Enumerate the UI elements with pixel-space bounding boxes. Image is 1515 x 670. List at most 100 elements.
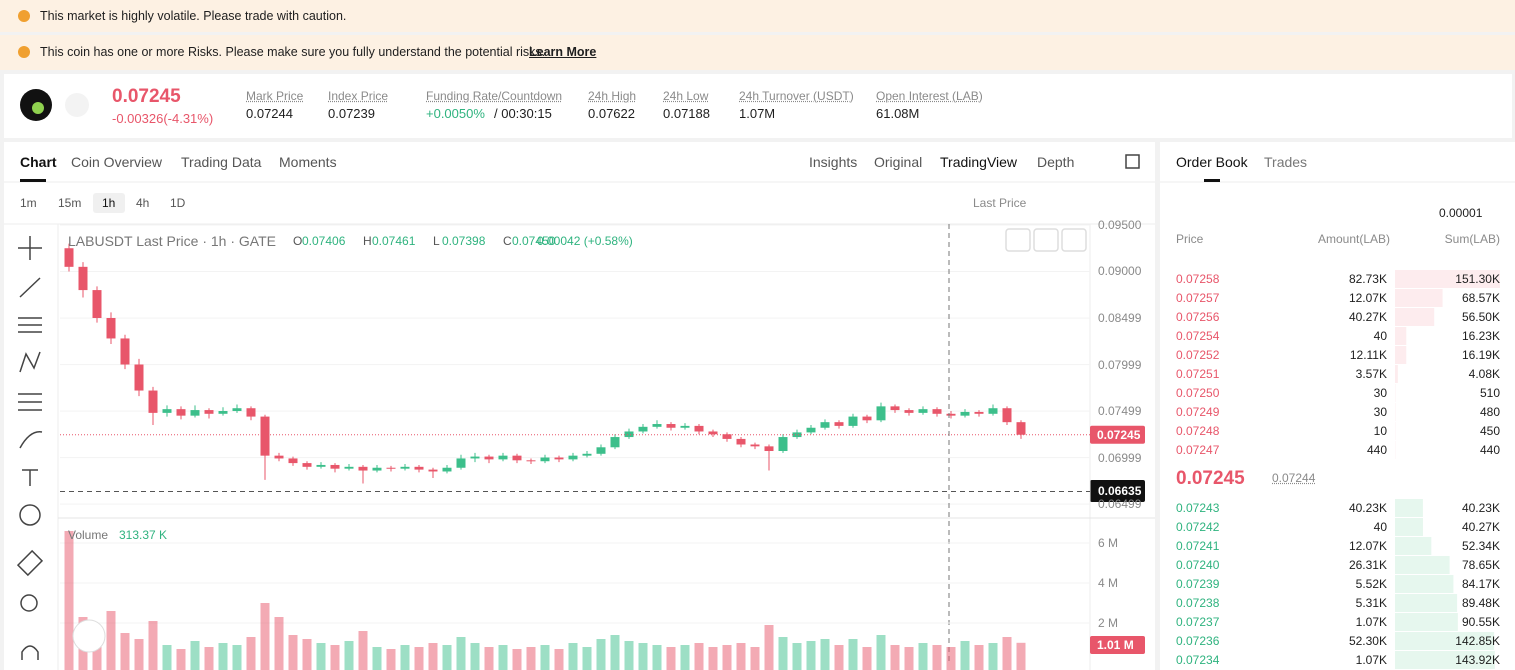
candle-body xyxy=(596,447,606,454)
candle-body xyxy=(498,455,508,460)
candle-body xyxy=(806,427,816,433)
text: 16.19K xyxy=(1461,348,1500,362)
text[interactable]: Trades xyxy=(1264,154,1308,170)
tool-pattern[interactable] xyxy=(19,351,41,373)
tool-zoom[interactable] xyxy=(20,594,38,612)
text: / 00:30:15 xyxy=(494,106,552,121)
volume-bar xyxy=(386,649,396,670)
tool-text[interactable] xyxy=(22,469,38,486)
depth-bar xyxy=(1395,651,1495,669)
tool-ruler[interactable] xyxy=(16,549,44,577)
text: 0.06635 xyxy=(1098,484,1142,499)
volume-bar xyxy=(918,643,928,670)
text: 24h Low xyxy=(663,89,709,103)
depth-bar xyxy=(1395,365,1398,383)
text: 56.50K xyxy=(1461,310,1500,324)
volume-bar xyxy=(344,641,354,670)
depth-bar xyxy=(1395,518,1423,536)
tool-brush[interactable] xyxy=(19,431,43,449)
volume-bar xyxy=(358,631,368,670)
text: 0.07245 xyxy=(1097,427,1141,442)
text[interactable]: Original xyxy=(874,154,923,170)
volume-bar xyxy=(988,643,998,670)
text: 0.07999 xyxy=(1098,357,1142,372)
volume-bar xyxy=(764,625,774,670)
candle-body xyxy=(736,438,746,445)
favorite[interactable] xyxy=(65,93,89,117)
volume-bar xyxy=(778,637,788,670)
volume-bar xyxy=(134,639,144,670)
text: 0.07244 xyxy=(1272,471,1316,485)
volume-bar xyxy=(862,647,872,670)
text: 24h High xyxy=(588,89,637,103)
text: 0.07243 xyxy=(1176,501,1220,515)
text: 440 xyxy=(1479,443,1500,457)
ticker-bar xyxy=(4,74,1512,138)
text[interactable]: Moments xyxy=(279,154,337,170)
text: 2 M xyxy=(1098,616,1119,630)
candle-body xyxy=(988,408,998,414)
candle-body xyxy=(106,317,116,339)
interval-highlight xyxy=(93,193,125,213)
text[interactable]: Trading Data xyxy=(181,154,262,170)
text: 0.07250 xyxy=(1176,386,1220,400)
text: 6 M xyxy=(1098,536,1119,550)
candle-body xyxy=(974,411,984,414)
text: Open Interest (LAB) xyxy=(876,89,983,103)
text[interactable]: Insights xyxy=(809,154,858,170)
depth-bar xyxy=(1395,308,1435,326)
volume-bar xyxy=(554,649,564,670)
text[interactable]: Order Book xyxy=(1176,154,1248,170)
chart-btn[interactable] xyxy=(1061,228,1087,252)
text[interactable]: Chart xyxy=(20,154,57,170)
chart-btn[interactable] xyxy=(1005,228,1031,252)
text: 0.07247 xyxy=(1176,443,1220,457)
candle-body xyxy=(456,458,466,468)
text[interactable]: Depth xyxy=(1037,154,1075,170)
text: 0.07238 xyxy=(1176,596,1220,610)
text[interactable]: 4h xyxy=(136,196,150,210)
text: 30 xyxy=(1373,386,1387,400)
text[interactable]: Coin Overview xyxy=(71,154,163,170)
text[interactable]: 15m xyxy=(58,196,82,210)
volume-bar xyxy=(876,635,886,670)
text[interactable]: 1m xyxy=(20,196,37,210)
text: 142.85K xyxy=(1455,634,1500,648)
candle-body xyxy=(932,409,942,414)
volume-bar xyxy=(330,645,340,670)
text: 12.07K xyxy=(1348,291,1387,305)
volume-bar xyxy=(624,641,634,670)
fullscreen-icon[interactable] xyxy=(1125,154,1140,169)
chart-panel xyxy=(4,142,1155,670)
text: Mark Price xyxy=(246,89,304,103)
volume-bar xyxy=(428,643,438,670)
tool-magnet[interactable] xyxy=(21,645,39,660)
text[interactable]: 1h xyxy=(102,196,116,210)
tab-underline xyxy=(20,179,46,182)
text: 0.07188 xyxy=(663,106,710,121)
text[interactable]: 0.00001 xyxy=(1439,206,1483,220)
tool-line[interactable] xyxy=(19,277,41,298)
tool-emoji[interactable] xyxy=(19,504,41,526)
candle-body xyxy=(778,437,788,452)
text: 1.07M xyxy=(739,106,776,121)
text: 40.27K xyxy=(1461,520,1500,534)
text[interactable]: Last Price xyxy=(973,196,1027,210)
chart-btn[interactable] xyxy=(1033,228,1059,252)
text: This coin has one or more Risks. Please … xyxy=(40,45,546,59)
candle-body xyxy=(890,406,900,411)
text[interactable]: Learn More xyxy=(529,45,597,59)
text: C xyxy=(503,234,512,248)
text[interactable]: 1D xyxy=(170,196,186,210)
text: 1.07K xyxy=(1355,615,1387,629)
text: 0.07241 xyxy=(1176,539,1220,553)
candle-body xyxy=(540,457,550,462)
volume-bar xyxy=(274,617,284,670)
candle-body xyxy=(708,431,718,435)
volume-bar xyxy=(834,645,844,670)
text: 84.17K xyxy=(1461,577,1500,591)
volume-bar xyxy=(974,645,984,670)
text[interactable]: TradingView xyxy=(940,154,1018,170)
text: 0.07256 xyxy=(1176,310,1220,324)
candle-body xyxy=(526,460,536,462)
